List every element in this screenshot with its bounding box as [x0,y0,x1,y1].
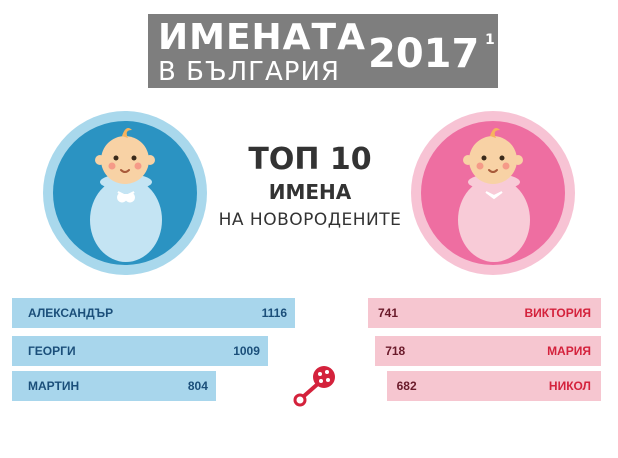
bar-girl-3: НИКОЛ 682 [386,371,601,401]
data-label: 682 [396,379,417,393]
footnote-mark: 1 [485,32,495,48]
bar-label: ГЕОРГИ [28,344,76,358]
data-label: 741 [378,306,399,320]
title-line2: В БЪЛГАРИЯ [158,57,340,87]
bar-label: МАРИЯ [547,344,591,358]
data-label: 1116 [261,306,287,320]
bar-girl-2: МАРИЯ 718 [375,336,601,366]
headline-names: ИМЕНА [268,180,352,204]
title-line1: ИМЕНАТА [158,17,366,58]
bar-boy-2: ГЕОРГИ 1009 [12,336,268,366]
headline-newborns: НА НОВОРОДЕНИТЕ [218,210,402,230]
headline-top10: ТОП 10 [248,142,372,177]
title-banner: ИМЕНАТА В БЪЛГАРИЯ 2017 1 [148,14,498,88]
bar-girl-1: ВИКТОРИЯ 741 [368,298,601,328]
bar-label: ВИКТОРИЯ [524,306,591,320]
baby-girl-icon [411,111,575,275]
bar-boy-1: АЛЕКСАНДЪР 1116 [12,298,295,328]
bar-label: МАРТИН [28,379,80,393]
data-label: 1009 [233,344,260,358]
baby-boy-icon [43,111,207,275]
rattle-icon [293,366,335,407]
title-year: 2017 [368,31,480,77]
bar-label: НИКОЛ [548,379,591,393]
data-label: 718 [385,344,406,358]
data-label: 804 [187,379,208,393]
bar-label: АЛЕКСАНДЪР [28,306,114,320]
bar-boy-3: МАРТИН 804 [12,371,216,401]
